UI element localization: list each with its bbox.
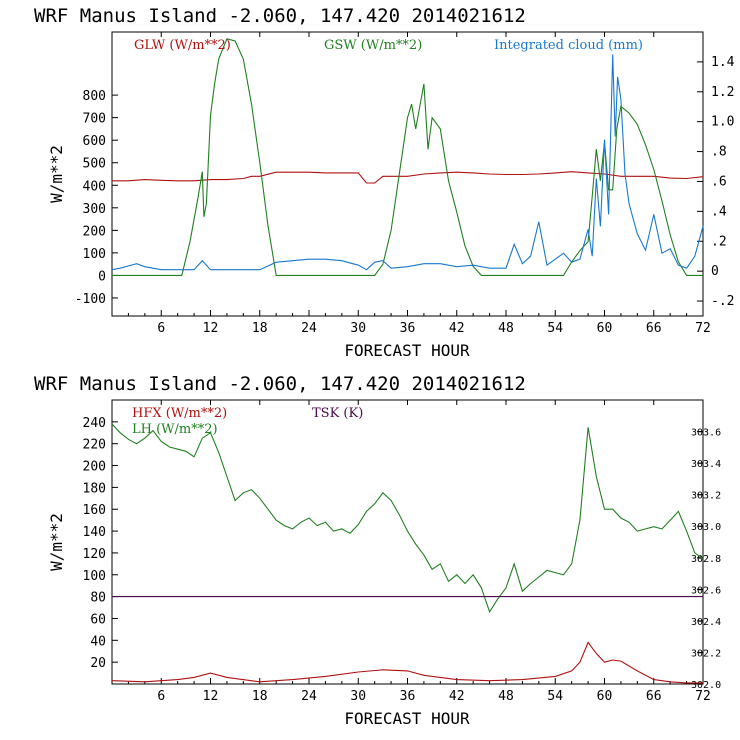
y2-tick-label: 303.0	[691, 522, 721, 533]
y-tick-label: 0	[98, 269, 106, 284]
series-line-lh	[111, 423, 704, 614]
legend-gsw: GSW (W/m**2)	[324, 38, 422, 53]
y-tick-label: 180	[83, 481, 106, 496]
legend-hfx: HFX (W/m**2)	[132, 406, 227, 421]
y2-tick-label: 302.6	[691, 585, 721, 596]
x-axis-label: FORECAST HOUR	[344, 709, 470, 728]
legend-glw: GLW (W/m**2)	[134, 38, 231, 53]
y2-tick-label: 302.8	[691, 554, 721, 565]
x-tick-label: 6	[157, 321, 165, 336]
left-axis-ticks: -100 0 100 200 300 400 500 600 700 800	[75, 89, 118, 307]
y2-tick-label: .4	[711, 204, 727, 219]
y-tick-label: 600	[83, 134, 106, 149]
y-tick-label: -100	[75, 292, 106, 307]
series-line-glw	[112, 171, 704, 184]
y-tick-label: 100	[83, 569, 106, 584]
legend-tsk: TSK (K)	[312, 406, 363, 421]
x-tick-label: 30	[350, 689, 366, 704]
x-tick-label: 66	[646, 321, 662, 336]
chart-title: WRF Manus Island -2.060, 147.420 2014021…	[34, 5, 526, 27]
y2-tick-label: 1.4	[711, 55, 735, 70]
y-tick-label: 20	[90, 656, 106, 671]
legend-cloud: Integrated cloud (mm)	[494, 38, 643, 53]
y-tick-label: 120	[83, 547, 106, 562]
x-tick-label: 12	[203, 321, 219, 336]
y-tick-label: 160	[83, 503, 106, 518]
x-tick-label: 48	[498, 321, 514, 336]
y2-tick-label: 303.2	[691, 491, 721, 502]
x-tick-label: 48	[498, 689, 514, 704]
y-tick-label: 300	[83, 202, 106, 217]
y2-tick-label: .6	[711, 174, 727, 189]
y2-tick-label: 302.2	[691, 648, 721, 659]
y-tick-label: 500	[83, 157, 106, 172]
y-tick-label: 40	[90, 634, 106, 649]
x-tick-label: 42	[449, 321, 465, 336]
x-tick-label: 24	[301, 689, 317, 704]
x-tick-label: 54	[547, 689, 563, 704]
series-line-gsw	[112, 38, 703, 276]
y2-tick-label: -.2	[711, 294, 734, 309]
series-group	[111, 423, 704, 684]
y2-tick-label: 302.0	[691, 680, 721, 691]
y2-tick-label: 302.4	[691, 617, 721, 628]
right-axis-ticks: 302.0 302.2 302.4 302.6 302.8 303.0 303.2 303.4…	[691, 428, 721, 691]
y-tick-label: 200	[83, 224, 106, 239]
x-tick-label: 42	[449, 689, 465, 704]
x-tick-label: 18	[252, 321, 268, 336]
y-tick-label: 200	[83, 460, 106, 475]
y-tick-label: 60	[90, 612, 106, 627]
x-axis-label: FORECAST HOUR	[344, 341, 470, 360]
legend-lh: LH (W/m**2)	[132, 422, 218, 437]
y2-tick-label: .8	[711, 145, 727, 160]
x-tick-label: 72	[695, 321, 711, 336]
y-tick-label: 700	[83, 112, 106, 127]
y2-tick-label: 0	[711, 264, 719, 279]
y-axis-label: W/m**2	[47, 145, 66, 203]
y-tick-label: 800	[83, 89, 106, 104]
x-tick-label: 6	[157, 689, 165, 704]
y-tick-label: 80	[90, 591, 106, 606]
x-tick-label: 72	[695, 689, 711, 704]
y2-tick-label: 303.6	[691, 428, 721, 439]
series-line-hfx	[111, 641, 703, 684]
series-line-integrated	[111, 54, 704, 271]
x-tick-label: 30	[350, 321, 366, 336]
x-axis-ticks: 6 12 18 24 30 36 42 48 54 60 66 72	[127, 32, 711, 336]
x-tick-label: 60	[597, 321, 613, 336]
y-tick-label: 220	[83, 438, 106, 453]
y2-tick-label: .2	[711, 234, 727, 249]
flux-chart: WRF Manus Island -2.060, 147.420 2014021…	[34, 373, 721, 728]
x-tick-label: 66	[646, 689, 662, 704]
y-tick-label: 240	[83, 416, 106, 431]
y2-tick-label: 1.2	[711, 85, 734, 100]
chart-title: WRF Manus Island -2.060, 147.420 2014021…	[34, 373, 526, 395]
x-tick-label: 60	[597, 689, 613, 704]
left-axis-ticks: 20 40 60 80 100 120 140 160 180 200 220 240	[83, 416, 118, 671]
x-tick-label: 12	[203, 689, 219, 704]
x-axis-ticks: 6 12 18 24 30 36 42 48 54 60 66 72	[127, 400, 711, 704]
x-tick-label: 24	[301, 321, 317, 336]
series-group	[111, 38, 704, 276]
x-tick-label: 36	[400, 689, 416, 704]
y-tick-label: 100	[83, 247, 106, 262]
y-tick-label: 400	[83, 179, 106, 194]
y2-tick-label: 1.0	[711, 115, 734, 130]
y2-tick-label: 303.4	[691, 459, 721, 470]
y-tick-label: 140	[83, 525, 106, 540]
x-tick-label: 54	[547, 321, 563, 336]
x-tick-label: 18	[252, 689, 268, 704]
plot-frame	[111, 31, 704, 317]
y-axis-label: W/m**2	[47, 513, 66, 571]
x-tick-label: 36	[400, 321, 416, 336]
right-axis-ticks: -.2 0 .2 .4 .6 .8 1.0 1.2 1.4	[697, 55, 735, 309]
radiation-cloud-chart: WRF Manus Island -2.060, 147.420 2014021…	[34, 5, 735, 360]
